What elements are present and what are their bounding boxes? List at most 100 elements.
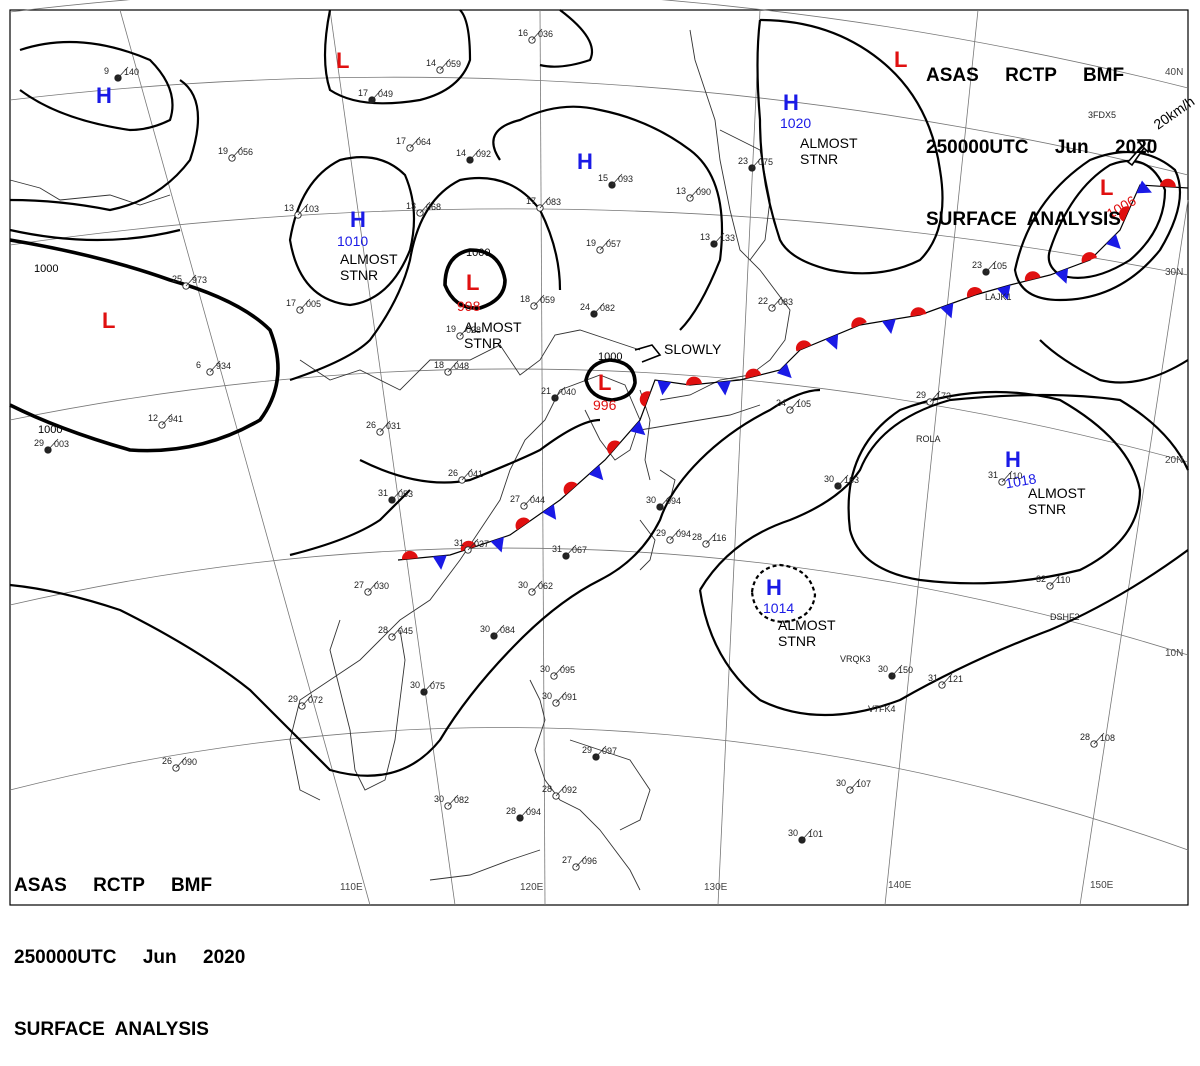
longitude-label: 120E xyxy=(520,882,544,893)
station-pressure: 092 xyxy=(476,149,491,159)
wind-barb-icon xyxy=(595,745,607,758)
station-temperature: 30 xyxy=(518,580,528,590)
cold-front-symbol xyxy=(1136,180,1152,194)
wind-barb-icon xyxy=(941,673,953,686)
wind-barb-icon xyxy=(469,148,481,161)
station-temperature: 12 xyxy=(148,413,158,423)
low-pressure-symbol: L xyxy=(466,270,479,295)
station-temperature: 23 xyxy=(972,260,982,270)
isobar-label: 1000 xyxy=(38,424,62,436)
wind-barb-icon xyxy=(539,196,551,209)
wind-barb-icon xyxy=(611,173,623,186)
station-temperature: 31 xyxy=(988,470,998,480)
station-pressure: 044 xyxy=(530,495,545,505)
latitude-label: 20N xyxy=(1165,455,1183,466)
cold-front-symbol xyxy=(588,465,604,481)
station-temperature: 27 xyxy=(510,494,520,504)
station-plot: 17 083 xyxy=(526,196,561,212)
station-pressure: 083 xyxy=(778,297,793,307)
station-pressure: 941 xyxy=(168,414,183,424)
warm-front-symbol xyxy=(1081,252,1098,263)
station-temperature: 32 xyxy=(1036,574,1046,584)
warm-front-symbol xyxy=(910,307,927,317)
warm-front-symbol xyxy=(1159,178,1176,188)
station-plot: 21 040 xyxy=(541,386,576,402)
wind-barb-icon xyxy=(439,58,451,71)
wind-barb-icon xyxy=(419,201,431,214)
station-temperature: 17 xyxy=(526,196,536,206)
wind-barb-icon xyxy=(669,528,681,541)
station-plot: 29 003 xyxy=(34,438,69,454)
wind-barb-icon xyxy=(555,784,567,797)
station-plot: 19 028 xyxy=(446,324,481,340)
longitude-label: 110E xyxy=(340,882,363,893)
wind-barb-icon xyxy=(391,625,403,638)
station-plot: 30 075 xyxy=(410,680,445,696)
wind-barb-icon xyxy=(555,691,567,704)
high-pressure-symbol: H xyxy=(783,90,799,115)
station-plot: 31 053 xyxy=(378,488,413,504)
pressure-value: 1018 xyxy=(1004,470,1038,491)
warm-front-symbol xyxy=(563,481,578,496)
station-pressure: 031 xyxy=(386,421,401,431)
station-pressure: 973 xyxy=(192,275,207,285)
wind-barb-icon xyxy=(175,756,187,769)
station-plot: 30 163 xyxy=(824,474,859,490)
station-temperature: 29 xyxy=(34,438,44,448)
station-plot: 13 068 xyxy=(406,201,441,217)
station-pressure: 056 xyxy=(238,147,253,157)
cold-front-symbol xyxy=(657,380,672,396)
wind-barb-icon xyxy=(467,538,479,551)
station-pressure: 103 xyxy=(304,204,319,214)
wind-barb-icon xyxy=(891,664,903,677)
graticule xyxy=(9,0,1189,906)
wind-barb-icon xyxy=(461,468,473,481)
station-plot: 19 056 xyxy=(218,146,253,162)
wind-barb-icon xyxy=(689,186,701,199)
station-plot: 13 090 xyxy=(676,186,711,202)
cold-front-symbol xyxy=(825,334,839,350)
cold-front-symbol xyxy=(1054,268,1069,284)
ship-id: DSHF2 xyxy=(1050,612,1080,622)
wind-barb-icon xyxy=(1001,470,1013,483)
motion-arrow-icon xyxy=(1126,139,1151,167)
station-pressure: 140 xyxy=(124,67,139,77)
header-title-line: SURFACE ANALYSIS xyxy=(926,209,1121,230)
wind-barb-icon xyxy=(423,680,435,693)
station-plot: 24 105 xyxy=(776,398,811,414)
wind-barb-icon xyxy=(47,438,59,451)
station-pressure: 934 xyxy=(216,361,231,371)
wind-barb-icon xyxy=(553,664,565,677)
station-plot: 18 048 xyxy=(434,360,469,376)
station-plot: 30 101 xyxy=(788,828,823,844)
station-plot: 26 031 xyxy=(366,420,401,436)
station-plot: 30 084 xyxy=(480,624,515,640)
pressure-value: 1010 xyxy=(337,233,368,249)
center-status-labels: ALMOST STNR ALMOST STNR ALMOST STNR ALMOST S… xyxy=(340,93,1197,649)
warm-front-symbol xyxy=(686,376,702,386)
station-plot: 30 107 xyxy=(836,778,871,794)
station-plot: 30 150 xyxy=(878,664,913,680)
wind-barb-icon xyxy=(185,274,197,287)
station-plot: 31 121 xyxy=(928,673,963,689)
high-pressure-symbol: H xyxy=(96,83,112,108)
cold-front-symbol xyxy=(997,284,1011,301)
wind-barb-icon xyxy=(575,855,587,868)
high-pressure-symbol: H xyxy=(350,207,366,232)
station-temperature: 26 xyxy=(162,756,172,766)
station-pressure: 107 xyxy=(856,779,871,789)
station-pressure: 028 xyxy=(466,325,481,335)
wind-barb-icon xyxy=(367,580,379,593)
wind-barb-icon xyxy=(117,66,129,79)
wind-barb-icon xyxy=(599,238,611,251)
station-plot: 26 041 xyxy=(448,468,483,484)
station-temperature: 30 xyxy=(410,680,420,690)
station-temperature: 26 xyxy=(366,420,376,430)
pressure-value: 998 xyxy=(457,298,481,314)
station-plot: 23 105 xyxy=(972,260,1007,276)
wind-barb-icon xyxy=(391,488,403,501)
isobar-label: 1000 xyxy=(34,263,58,275)
warm-front-symbol xyxy=(1118,206,1131,222)
cold-front-symbol xyxy=(490,537,504,553)
warm-front-symbol xyxy=(851,317,867,329)
